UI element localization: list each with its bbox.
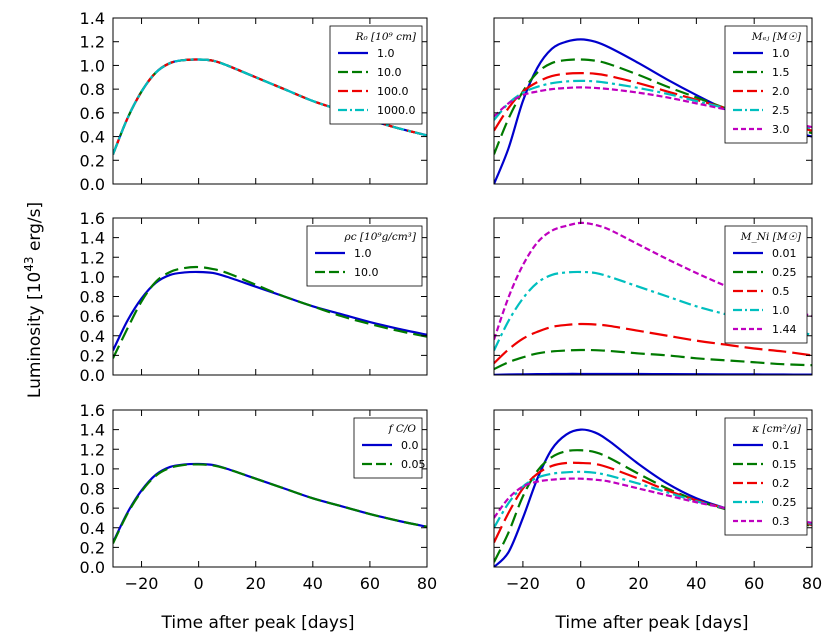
legend-label-fCO: 0.05 xyxy=(401,458,426,471)
y-tick-label: 0.4 xyxy=(80,519,105,538)
legend-label-fCO: 0.0 xyxy=(401,439,419,452)
legend-label-Mej: 2.0 xyxy=(772,85,790,98)
x-tick-label: 20 xyxy=(628,574,648,593)
x-tick-label: 80 xyxy=(802,574,822,593)
legend-label-MNi: 0.01 xyxy=(772,247,797,260)
y-tick-label: 0.8 xyxy=(80,480,105,499)
y-tick-label: 0.6 xyxy=(80,499,105,518)
y-tick-label: 1.2 xyxy=(80,440,105,459)
x-tick-label: −20 xyxy=(125,574,159,593)
y-tick-label: 1.4 xyxy=(80,421,105,440)
legend-title-MNi: M_Ni [M☉] xyxy=(740,231,802,243)
y-tick-label: 0.0 xyxy=(80,175,105,194)
legend-title-Mej: Mₑⱼ [M☉] xyxy=(751,31,802,43)
y-tick-label: 0.8 xyxy=(80,288,105,307)
x-tick-label: 20 xyxy=(246,574,266,593)
legend-label-R0: 10.0 xyxy=(377,66,402,79)
legend-label-R0: 100.0 xyxy=(377,85,409,98)
legend-label-kappa: 0.1 xyxy=(772,439,790,452)
legend-box-rho xyxy=(306,225,423,287)
legend-label-R0: 1.0 xyxy=(377,47,395,60)
series-line-fCO-0.05 xyxy=(113,463,427,544)
legend-title-R0: R₀ [10⁹ cm] xyxy=(355,31,417,43)
x-tick-label: −20 xyxy=(506,574,540,593)
x-tick-label: 40 xyxy=(303,574,323,593)
series-line-rho-1.0 xyxy=(113,270,427,351)
plot-frame-R0 xyxy=(112,17,428,185)
x-tick-label: 0 xyxy=(576,574,586,593)
legend-title-rho: ρc [10⁹g/cm³] xyxy=(344,231,417,243)
y-tick-label: 0.0 xyxy=(80,558,105,577)
legend-label-kappa: 0.15 xyxy=(772,458,797,471)
y-tick-label: 1.6 xyxy=(80,209,105,228)
legend-label-kappa: 0.2 xyxy=(772,477,790,490)
x-axis-label-left: Time after peak [days] xyxy=(161,613,355,633)
x-axis-label-right: Time after peak [days] xyxy=(555,613,749,633)
legend-label-MNi: 1.0 xyxy=(772,304,790,317)
series-line-rho-10.0 xyxy=(113,265,427,359)
legend-label-MNi: 1.44 xyxy=(772,323,797,336)
y-tick-label: 1.2 xyxy=(80,33,105,52)
legend-label-rho: 10.0 xyxy=(354,266,379,279)
y-tick-label: 1.0 xyxy=(80,268,105,287)
y-tick-label: 0.0 xyxy=(80,366,105,385)
legend-label-Mej: 2.5 xyxy=(772,104,790,117)
y-axis-label: Luminosity [1043 erg/s] xyxy=(22,202,45,398)
y-tick-label: 0.4 xyxy=(80,128,105,147)
legend-label-Mej: 3.0 xyxy=(772,123,790,136)
legend-box-fCO xyxy=(353,417,423,479)
y-tick-label: 1.6 xyxy=(80,401,105,420)
legend-box-MNi xyxy=(724,225,808,344)
x-tick-label: 60 xyxy=(360,574,380,593)
plot-frame-Mej xyxy=(493,17,813,185)
y-tick-label: 0.2 xyxy=(80,151,105,170)
x-tick-label: 60 xyxy=(744,574,764,593)
series-line-MNi-0.01 xyxy=(494,372,812,375)
legend-label-kappa: 0.3 xyxy=(772,515,790,528)
x-tick-label: 80 xyxy=(417,574,437,593)
legend-title-fCO: f C/O xyxy=(388,423,417,435)
y-tick-label: 1.4 xyxy=(80,229,105,248)
y-tick-label: 0.6 xyxy=(80,307,105,326)
series-line-R0-100.0 xyxy=(113,58,427,155)
y-tick-label: 0.6 xyxy=(80,104,105,123)
y-tick-label: 0.8 xyxy=(80,80,105,99)
legend-label-Mej: 1.5 xyxy=(772,66,790,79)
legend-box-Mej xyxy=(724,25,808,144)
legend-label-MNi: 0.25 xyxy=(772,266,797,279)
x-tick-label: 40 xyxy=(686,574,706,593)
legend-box-kappa xyxy=(724,417,808,536)
y-tick-label: 0.2 xyxy=(80,346,105,365)
legend-box-R0 xyxy=(329,25,423,125)
y-tick-label: 1.0 xyxy=(80,56,105,75)
legend-label-MNi: 0.5 xyxy=(772,285,790,298)
series-line-kappa-0.25 xyxy=(494,470,812,529)
legend-label-R0: 1000.0 xyxy=(377,104,416,117)
y-tick-label: 1.0 xyxy=(80,460,105,479)
x-tick-label: 0 xyxy=(194,574,204,593)
legend-label-kappa: 0.25 xyxy=(772,496,797,509)
legend-label-rho: 1.0 xyxy=(354,247,372,260)
series-line-MNi-0.25 xyxy=(494,348,812,371)
legend-title-kappa: κ [cm²/g] xyxy=(751,423,802,435)
y-tick-label: 1.4 xyxy=(80,9,105,28)
legend-label-Mej: 1.0 xyxy=(772,47,790,60)
y-tick-label: 0.4 xyxy=(80,327,105,346)
y-tick-label: 0.2 xyxy=(80,538,105,557)
y-tick-label: 1.2 xyxy=(80,248,105,267)
